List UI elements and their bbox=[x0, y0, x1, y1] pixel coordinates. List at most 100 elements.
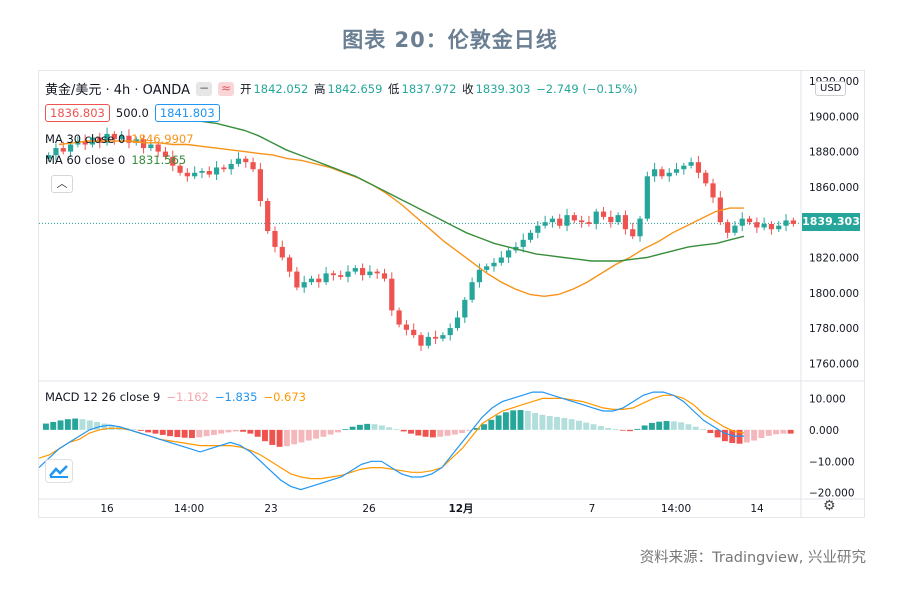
macd-hist-value: −1.162 bbox=[166, 390, 209, 404]
ma60-legend[interactable]: MA 60 close 0 1831.565 bbox=[45, 153, 187, 167]
ma30-value: 1846.9907 bbox=[131, 132, 194, 146]
buy-price-button[interactable]: 1841.803 bbox=[154, 104, 220, 122]
ma60-value: 1831.565 bbox=[131, 153, 187, 167]
candle-body bbox=[411, 329, 417, 336]
candle-body bbox=[673, 169, 680, 173]
candle-body bbox=[506, 250, 512, 258]
macd-histogram-bar bbox=[94, 422, 101, 430]
candle-body bbox=[308, 278, 315, 283]
wave-icon[interactable]: ≈ bbox=[217, 81, 234, 96]
macd-histogram-bar bbox=[575, 420, 582, 430]
macd-histogram-bar bbox=[648, 422, 655, 430]
macd-histogram-bar bbox=[758, 429, 765, 439]
symbol-label[interactable]: 黄金/美元 · 4h · OANDA bbox=[45, 83, 190, 98]
macd-histogram-bar bbox=[50, 422, 57, 430]
candle-body bbox=[732, 225, 738, 233]
candle-body bbox=[381, 273, 388, 279]
candle-body bbox=[162, 151, 169, 157]
macd-histogram-bar bbox=[240, 429, 247, 432]
macd-histogram-bar bbox=[152, 429, 159, 434]
macd-histogram-bar bbox=[517, 410, 524, 430]
candle-body bbox=[126, 135, 132, 143]
candle-body bbox=[323, 273, 329, 283]
settings-gear-icon[interactable]: ⚙ bbox=[823, 498, 836, 514]
macd-histogram-bar bbox=[203, 429, 210, 437]
price-tick-label: 1860.000 bbox=[809, 182, 859, 194]
macd-histogram-bar bbox=[656, 421, 663, 430]
candle-body bbox=[703, 172, 709, 184]
macd-histogram-bar bbox=[743, 429, 750, 443]
macd-histogram-bar bbox=[72, 418, 79, 430]
macd-histogram-bar bbox=[561, 417, 568, 430]
candle-body bbox=[542, 222, 548, 226]
macd-histogram-bar bbox=[612, 429, 619, 431]
candle-body bbox=[652, 169, 658, 177]
macd-histogram-bar bbox=[670, 421, 677, 430]
candle-body bbox=[82, 141, 88, 145]
candle-body bbox=[761, 223, 767, 228]
macd-histogram-bar bbox=[305, 429, 312, 441]
time-tick-label: 14 bbox=[750, 503, 764, 515]
candle-body bbox=[359, 268, 366, 276]
macd-histogram-bar bbox=[57, 420, 64, 430]
macd-tick-label: −20.000 bbox=[809, 488, 855, 500]
trading-chart[interactable]: 1760.0001780.0001800.0001820.0001840.000… bbox=[38, 70, 865, 518]
macd-histogram-bar bbox=[130, 429, 137, 431]
tradingview-logo-icon[interactable] bbox=[45, 459, 73, 483]
macd-histogram-bar bbox=[276, 429, 283, 447]
macd-histogram-bar bbox=[495, 415, 502, 430]
macd-histogram-bar bbox=[590, 424, 597, 430]
currency-badge[interactable]: USD bbox=[815, 81, 847, 96]
candle-body bbox=[535, 225, 541, 233]
macd-histogram-bar bbox=[196, 429, 203, 438]
candle-body bbox=[119, 135, 125, 140]
candle-body bbox=[746, 218, 753, 223]
macd-histogram-bar bbox=[568, 419, 575, 430]
candle-body bbox=[600, 211, 607, 217]
macd-histogram-bar bbox=[765, 429, 772, 436]
macd-histogram-bar bbox=[641, 425, 648, 430]
collapse-legend-button[interactable]: ︿ bbox=[51, 175, 73, 193]
macd-histogram-bar bbox=[262, 429, 268, 442]
macd-histogram-bar bbox=[101, 423, 108, 430]
sell-price-button[interactable]: 1836.803 bbox=[45, 104, 110, 122]
macd-legend[interactable]: MACD 12 26 close 9 −1.162 −1.835 −0.673 bbox=[45, 390, 306, 404]
macd-histogram-bar bbox=[473, 427, 480, 430]
candle-body bbox=[294, 271, 300, 288]
macd-histogram-bar bbox=[283, 429, 290, 447]
macd-histogram-bar bbox=[64, 419, 71, 430]
candle-body bbox=[279, 246, 285, 258]
candle-body bbox=[790, 220, 796, 224]
candle-body bbox=[148, 144, 154, 149]
macd-signal-line bbox=[39, 394, 745, 480]
candle-body bbox=[491, 262, 497, 267]
candle-body bbox=[265, 201, 271, 231]
ma60-line bbox=[188, 119, 745, 262]
candle-body bbox=[549, 218, 556, 223]
macd-histogram-bar bbox=[444, 429, 451, 436]
macd-histogram-bar bbox=[247, 429, 254, 434]
candle-body bbox=[345, 271, 351, 277]
minus-icon[interactable]: − bbox=[195, 81, 212, 96]
macd-histogram-bar bbox=[714, 429, 721, 438]
macd-histogram-bar bbox=[663, 421, 670, 430]
macd-tick-label: 0.000 bbox=[809, 425, 839, 437]
macd-histogram-bar bbox=[254, 429, 261, 437]
candle-body bbox=[454, 317, 461, 329]
macd-line-value: −1.835 bbox=[214, 390, 258, 404]
page-title: 图表 20：伦敦金日线 bbox=[342, 28, 558, 52]
candle-body bbox=[192, 172, 198, 177]
ma30-legend[interactable]: MA 30 close 0 1846.9907 bbox=[45, 132, 194, 146]
candle-body bbox=[630, 229, 636, 237]
candle-body bbox=[462, 299, 468, 318]
macd-histogram-bar bbox=[269, 429, 276, 445]
macd-histogram-bar bbox=[298, 429, 305, 443]
candle-body bbox=[235, 158, 242, 164]
macd-histogram-bar bbox=[554, 416, 560, 430]
candle-body bbox=[644, 176, 650, 219]
candle-body bbox=[447, 328, 453, 336]
time-tick-label: 14:00 bbox=[174, 503, 204, 515]
macd-histogram-bar bbox=[429, 429, 436, 438]
candle-body bbox=[484, 266, 490, 270]
macd-histogram-bar bbox=[583, 422, 590, 430]
